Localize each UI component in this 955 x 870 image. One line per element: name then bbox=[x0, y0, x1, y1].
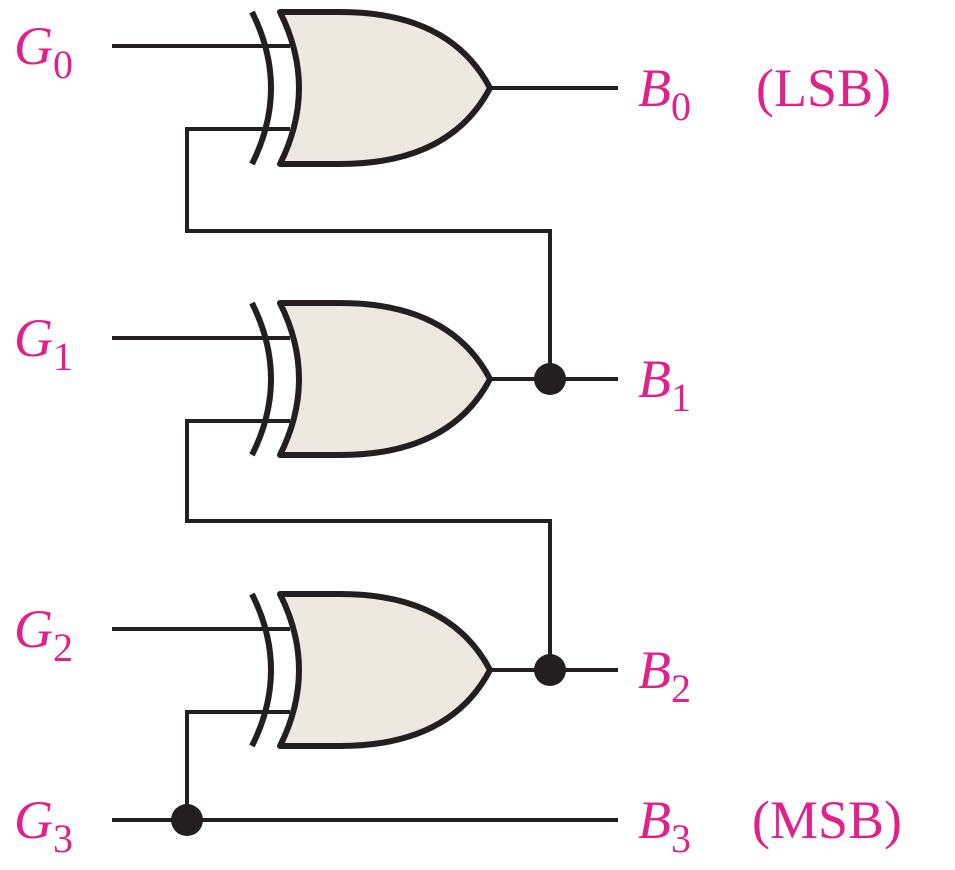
xor-gate-1-body bbox=[277, 300, 493, 458]
xor-gate-2 bbox=[249, 591, 493, 749]
xor-gate-1 bbox=[249, 300, 493, 458]
output-label-b2: B2 bbox=[638, 640, 691, 711]
junction-dot-b1 bbox=[534, 363, 566, 395]
input-label-g1: G1 bbox=[14, 308, 73, 379]
junction-dot-b2 bbox=[534, 654, 566, 686]
input-labels: G0 G1 G2 G3 bbox=[14, 16, 73, 861]
wire-b2-feedback-to-gate1 bbox=[185, 419, 552, 670]
xor-gate-0-back-curve bbox=[249, 10, 274, 166]
input-label-g2: G2 bbox=[14, 599, 73, 670]
output-note-lsb: (LSB) bbox=[756, 58, 891, 118]
input-label-g0: G0 bbox=[14, 16, 73, 87]
xor-gate-0 bbox=[249, 9, 493, 167]
wire-b1-feedback-to-gate0 bbox=[185, 127, 552, 379]
junctions bbox=[171, 363, 566, 836]
output-label-b0: B0 bbox=[638, 58, 691, 129]
junction-dot-g3 bbox=[171, 804, 203, 836]
output-label-b1: B1 bbox=[638, 349, 691, 420]
output-labels: B0 (LSB) B1 B2 B3 (MSB) bbox=[638, 58, 902, 861]
output-note-msb: (MSB) bbox=[752, 790, 902, 850]
output-label-b3: B3 bbox=[638, 790, 691, 861]
xor-gate-2-back-curve bbox=[249, 592, 274, 748]
wire-g3-to-gate2 bbox=[185, 710, 290, 820]
xor-gate-0-body bbox=[277, 9, 493, 167]
input-label-g3: G3 bbox=[14, 790, 73, 861]
xor-gate-2-body bbox=[277, 591, 493, 749]
xor-gate-1-back-curve bbox=[249, 301, 274, 457]
